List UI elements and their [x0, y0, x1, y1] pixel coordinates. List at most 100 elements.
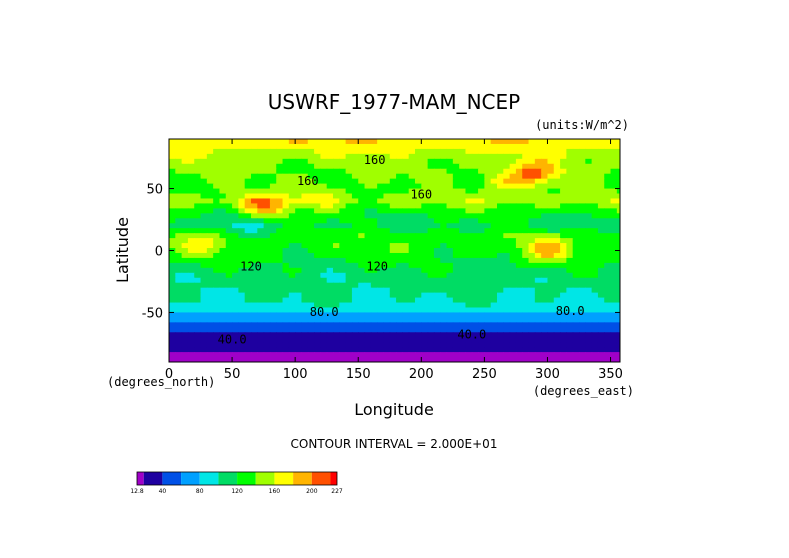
field-cell [326, 317, 334, 323]
field-cell [181, 203, 189, 209]
field-cell [591, 233, 599, 239]
field-cell [497, 143, 504, 150]
field-cell [383, 257, 391, 264]
field-cell [446, 277, 454, 284]
field-cell [194, 327, 202, 333]
field-cell [465, 357, 473, 362]
field-cell [579, 213, 586, 219]
field-cell [560, 153, 567, 160]
field-cell [497, 257, 504, 264]
field-cell [560, 262, 567, 269]
x-tick-label: 200 [409, 367, 434, 382]
field-cell [225, 139, 233, 145]
field-cell [528, 307, 536, 314]
field-cell [238, 198, 246, 205]
field-cell [509, 337, 517, 343]
field-cell [307, 223, 315, 229]
field-cell [269, 213, 277, 219]
field-cell [169, 287, 176, 294]
field-cell [579, 173, 586, 180]
field-cell [320, 163, 328, 170]
field-cell [547, 183, 555, 190]
field-cell [333, 327, 340, 333]
field-cell [358, 228, 366, 234]
field-cell [194, 203, 202, 209]
field-cell [522, 198, 530, 205]
field-cell [307, 163, 315, 170]
field-cell [345, 257, 353, 264]
y-axis-ticks: 500-50 [142, 183, 620, 321]
field-cell [175, 322, 183, 328]
field-cell [251, 352, 258, 358]
field-cell [181, 347, 189, 353]
field-cell [452, 158, 460, 165]
field-cell [288, 347, 296, 353]
field-cell [560, 178, 567, 185]
field-cell [478, 193, 485, 200]
field-cell [427, 312, 435, 318]
field-cell [522, 208, 530, 214]
field-cell [383, 272, 391, 279]
field-cell [181, 183, 189, 190]
field-cell [345, 238, 353, 244]
field-cell [408, 163, 416, 170]
field-cell [301, 163, 309, 170]
field-cell [585, 322, 593, 328]
field-cell [282, 277, 290, 284]
field-cell [263, 262, 271, 269]
field-cell [541, 238, 549, 244]
field-cell [219, 203, 227, 209]
field-cell [169, 173, 176, 180]
field-cell [465, 312, 473, 318]
field-cell [251, 302, 258, 309]
field-cell [534, 347, 542, 353]
field-cell [579, 337, 586, 343]
field-cell [402, 173, 410, 180]
field-cell [187, 163, 195, 170]
field-cell [232, 302, 239, 309]
field-cell [358, 188, 366, 195]
field-cell [175, 243, 183, 249]
field-cell [219, 158, 227, 165]
field-cell [219, 332, 227, 338]
field-cell [427, 193, 435, 200]
field-cell [509, 213, 517, 219]
field-cell [610, 302, 618, 309]
field-cell [597, 168, 605, 175]
field-cell [471, 188, 479, 195]
field-cell [421, 262, 429, 269]
field-cell [497, 178, 504, 185]
field-cell [320, 317, 328, 323]
field-cell [478, 218, 485, 224]
field-cell [351, 327, 359, 333]
field-cell [351, 272, 359, 279]
field-cell [497, 272, 504, 279]
field-cell [314, 218, 321, 224]
field-cell [459, 342, 467, 348]
colorbar-swatch [293, 472, 312, 485]
field-cell [497, 139, 504, 145]
field-cell [213, 198, 221, 205]
field-cell [459, 317, 467, 323]
field-cell [490, 267, 498, 274]
field-cell [169, 252, 176, 259]
field-cell [396, 297, 403, 304]
field-cell [440, 277, 448, 284]
field-cell [263, 168, 271, 175]
field-cell [200, 292, 208, 299]
field-cell [547, 228, 555, 234]
y-tick-label: -50 [142, 306, 163, 321]
field-cell [534, 153, 542, 160]
field-cell [194, 188, 202, 195]
field-cell [213, 163, 221, 170]
field-cell [295, 337, 303, 343]
field-cell [206, 352, 214, 358]
field-cell [509, 352, 517, 358]
field-cell [257, 282, 265, 289]
field-cell [415, 337, 422, 343]
field-cell [257, 193, 265, 200]
field-cell [320, 183, 328, 190]
field-cell [244, 257, 252, 264]
field-cell [326, 243, 334, 249]
field-cell [320, 139, 328, 145]
